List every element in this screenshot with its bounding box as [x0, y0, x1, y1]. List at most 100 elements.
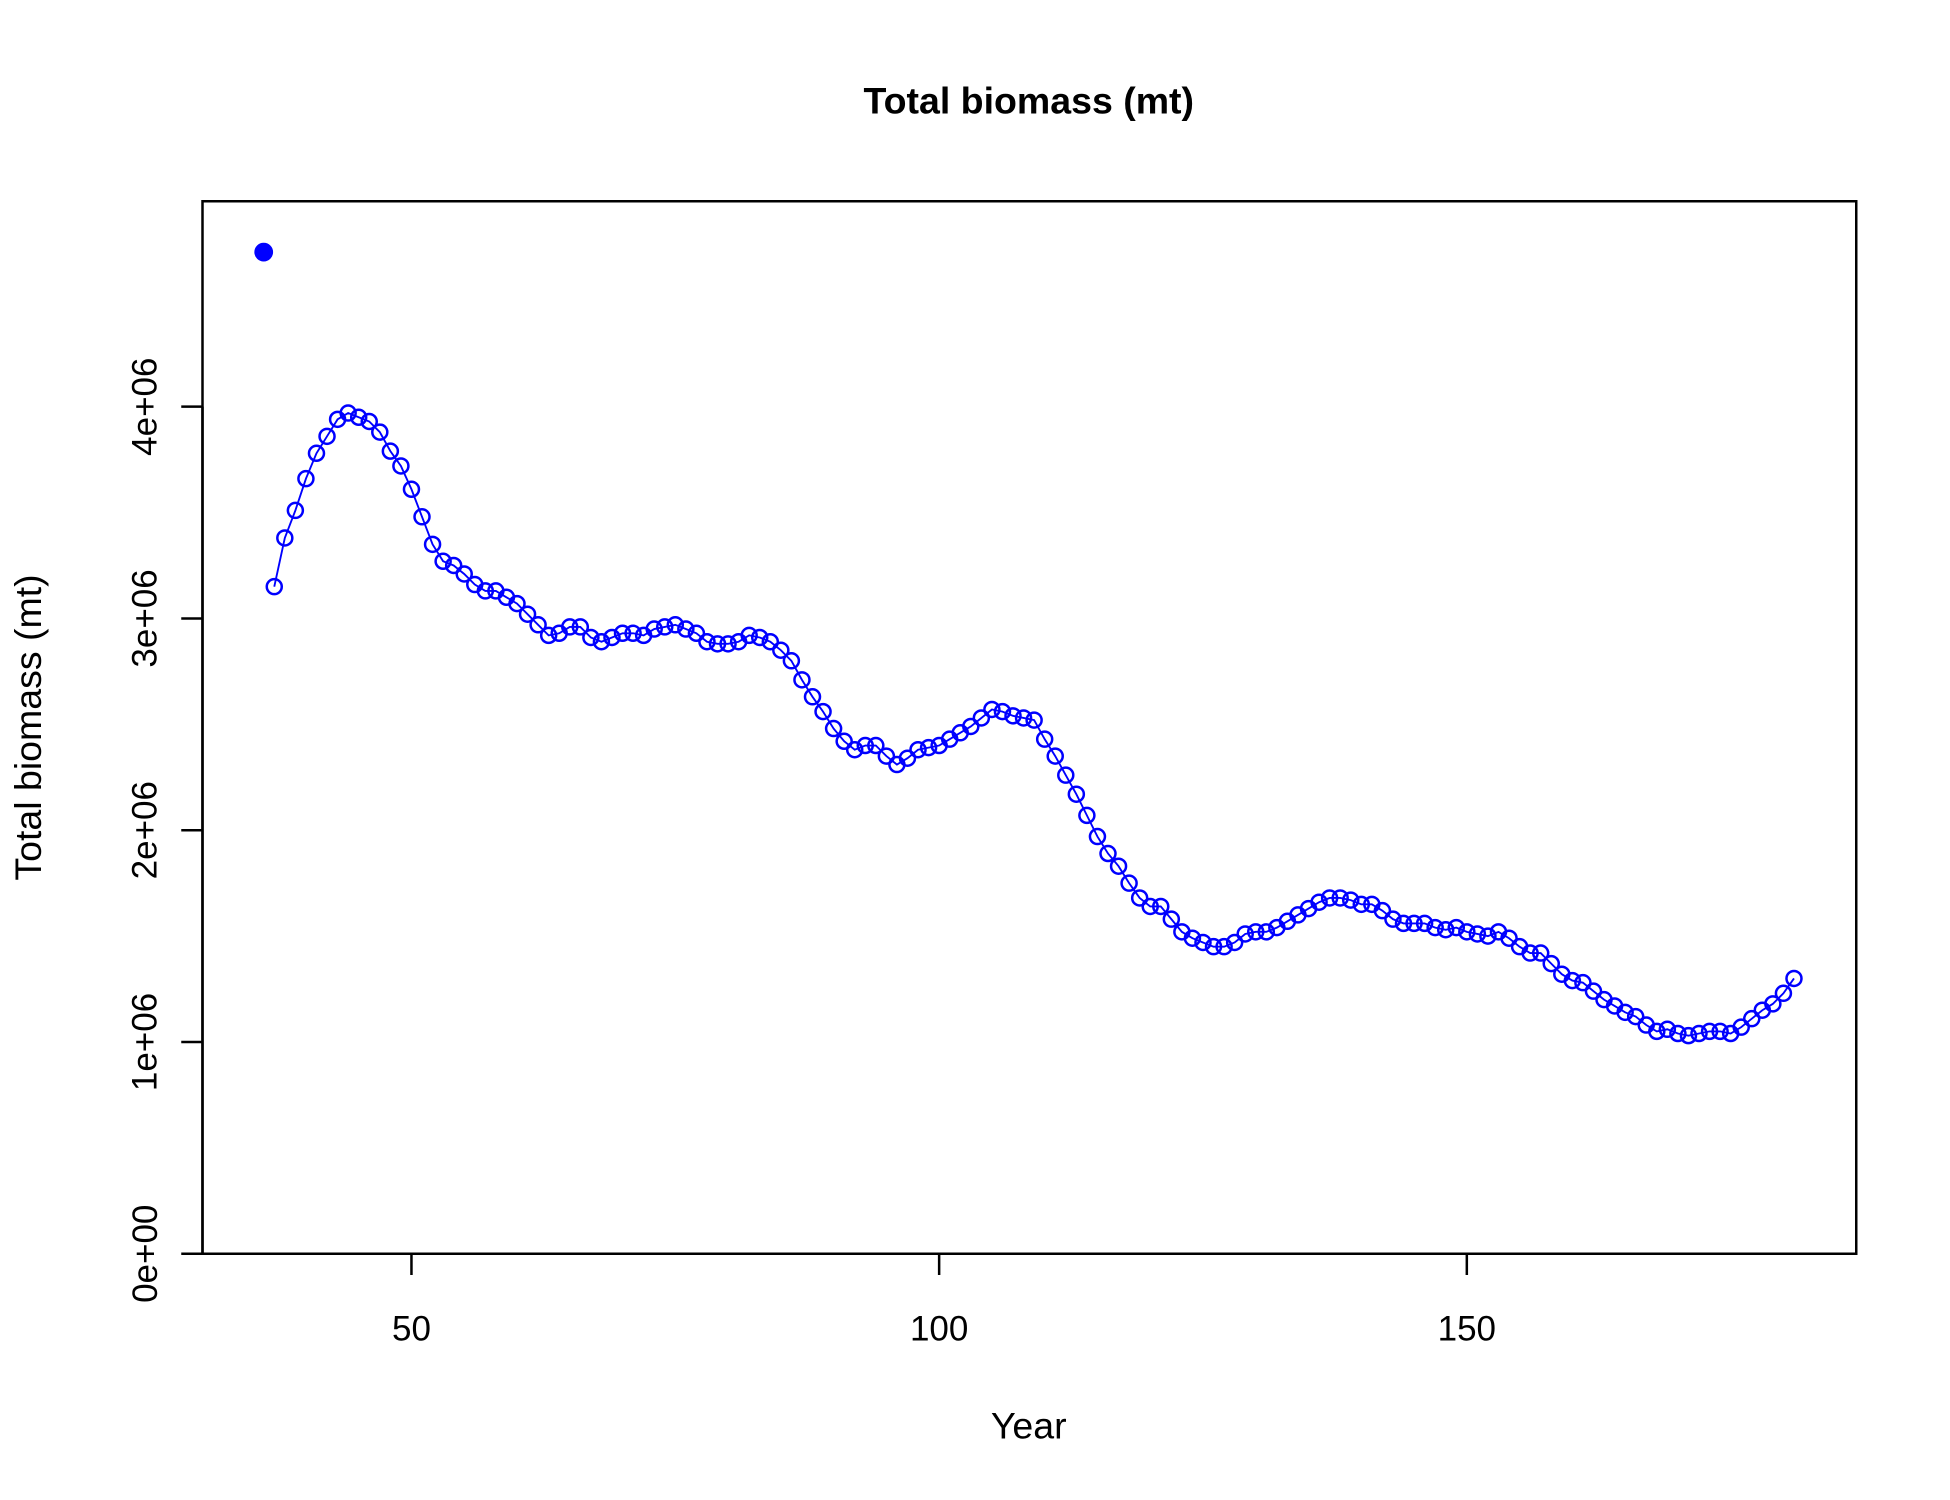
data-point: [529, 616, 547, 634]
data-point: [740, 626, 758, 645]
data-point: [1183, 929, 1202, 947]
data-point: [877, 747, 896, 765]
data-point: [1057, 766, 1075, 784]
data-point: [1109, 857, 1128, 875]
chart-title: Total biomass (mt): [863, 80, 1194, 122]
data-point: [772, 641, 790, 659]
data-point: [1352, 895, 1371, 914]
data-point: [1099, 844, 1117, 863]
data-point: [698, 632, 716, 651]
data-point: [1331, 889, 1349, 907]
data-point: [613, 624, 632, 643]
y-tick-label: 2e+06: [126, 781, 165, 879]
data-point: [508, 594, 526, 613]
data-point: [761, 632, 780, 651]
data-point: [666, 616, 685, 634]
data-point: [782, 652, 801, 670]
data-point: [1669, 1024, 1687, 1043]
data-point: [1743, 1009, 1761, 1028]
data-point: [1690, 1024, 1708, 1043]
data-point: [1426, 918, 1444, 937]
data-point: [318, 427, 336, 446]
data-point: [1035, 730, 1054, 748]
data-point: [835, 732, 853, 751]
data-point: [444, 556, 463, 575]
data-point: [1078, 806, 1096, 825]
data-point: [1764, 995, 1782, 1013]
data-point: [1246, 923, 1265, 941]
data-point: [1341, 891, 1360, 909]
data-point: [750, 628, 769, 647]
data-point: [867, 736, 885, 755]
data-point: [645, 620, 663, 638]
data-point: [1014, 709, 1033, 727]
data-point: [719, 635, 737, 653]
data-point: [962, 717, 980, 736]
data-point: [1774, 984, 1793, 1003]
data-point: [434, 552, 452, 571]
data-point: [983, 700, 1001, 719]
data-point: [286, 501, 305, 520]
data-point: [1004, 707, 1022, 725]
data-point: [1236, 925, 1254, 943]
data-point: [518, 605, 537, 623]
data-point: [655, 618, 674, 636]
data-point: [824, 719, 843, 738]
data-point: [898, 749, 917, 767]
data-point: [1257, 923, 1276, 941]
data-point: [803, 688, 822, 706]
data-point: [1120, 874, 1138, 892]
x-tick-label: 100: [910, 1310, 968, 1349]
data-point: [349, 408, 368, 427]
data-point: [1711, 1022, 1729, 1041]
data-point: [539, 626, 558, 645]
data-point: [1468, 925, 1487, 943]
data-point: [1152, 897, 1170, 916]
data-point: [455, 565, 473, 583]
data-point: [909, 740, 927, 759]
data-point: [592, 632, 611, 651]
x-axis-label: Year: [991, 1405, 1067, 1447]
data-point: [1479, 927, 1497, 945]
data-point: [1215, 937, 1233, 956]
data-point: [687, 624, 706, 643]
data-point: [677, 620, 695, 638]
data-point: [1574, 973, 1592, 992]
data-point: [856, 736, 875, 755]
data-point: [392, 457, 410, 475]
y-axis-label: Total biomass (mt): [7, 574, 49, 880]
data-point: [1415, 914, 1434, 933]
series-line: [273, 411, 1795, 1037]
data-point: [265, 577, 284, 596]
data-point: [297, 469, 315, 488]
data-point: [972, 709, 991, 727]
data-point: [423, 535, 442, 554]
data-point: [561, 618, 579, 636]
data-point: [1394, 914, 1413, 933]
data-point: [1458, 923, 1476, 941]
y-tick-label: 3e+06: [126, 569, 165, 667]
data-point: [413, 508, 431, 526]
y-tick-label: 1e+06: [126, 993, 165, 1091]
data-point: [307, 444, 326, 463]
data-point: [1521, 944, 1539, 962]
data-point: [1626, 1007, 1645, 1026]
data-point: [371, 423, 389, 441]
data-point: [339, 404, 357, 422]
data-point: [1162, 910, 1181, 928]
data-point: [993, 702, 1012, 721]
data-point: [360, 412, 378, 431]
data-point: [1225, 933, 1244, 952]
data-point: [276, 529, 294, 547]
data-point: [1405, 914, 1423, 933]
data-point: [814, 702, 832, 721]
data-point: [1616, 1003, 1634, 1022]
data-point: [1204, 937, 1223, 956]
y-tick-label: 4e+06: [126, 358, 165, 456]
data-point: [1679, 1026, 1698, 1045]
data-point: [476, 582, 495, 600]
data-point: [1700, 1022, 1719, 1041]
data-point: [1542, 954, 1561, 973]
